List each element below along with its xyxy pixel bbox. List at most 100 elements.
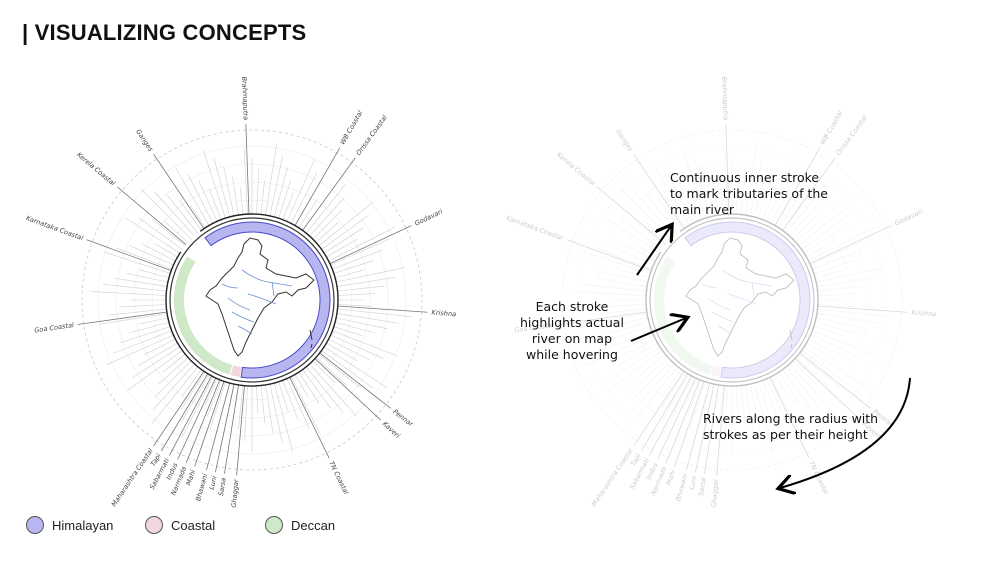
tributary-spoke [102, 284, 167, 292]
river-spoke[interactable] [641, 373, 689, 452]
river-spoke[interactable] [596, 186, 667, 246]
river-spoke[interactable] [817, 305, 908, 313]
river-spoke[interactable] [169, 375, 212, 456]
river-spoke[interactable] [695, 384, 715, 473]
river-spoke[interactable] [674, 381, 705, 467]
basin-arc-deccan[interactable] [173, 256, 233, 375]
river-spoke[interactable] [557, 311, 647, 325]
river-spoke[interactable] [153, 371, 205, 447]
river-label[interactable]: Kerela Coastal [555, 151, 597, 188]
tributary-spoke [698, 384, 715, 455]
river-spoke[interactable] [799, 352, 871, 409]
tributary-spoke [745, 142, 758, 216]
river-label[interactable]: Kaveri [381, 420, 402, 440]
river-spoke[interactable] [566, 239, 652, 271]
river-spoke[interactable] [337, 305, 428, 313]
river-label[interactable]: WB Coastal [339, 109, 365, 146]
river-spoke[interactable] [86, 239, 172, 271]
river-label[interactable]: Ganges [134, 128, 155, 154]
river-label[interactable]: Pennar [391, 408, 415, 429]
river-label[interactable]: Bhawani [194, 473, 209, 502]
river-label[interactable]: WB Coastal [819, 109, 845, 146]
tributary-spoke [256, 169, 260, 215]
tributary-spoke [631, 366, 679, 424]
river-spoke[interactable] [116, 186, 187, 246]
river-spoke[interactable] [774, 147, 821, 226]
river-label[interactable]: Bhawani [674, 473, 689, 502]
basin-arc-himalayan[interactable] [684, 221, 811, 379]
river-label[interactable]: Godavari [893, 208, 924, 228]
river-label[interactable]: Sarsa [217, 477, 228, 496]
river-spoke[interactable] [649, 375, 692, 456]
tributary-spoke [609, 321, 650, 334]
tributary-spoke [318, 202, 373, 247]
basin-arc-coastal[interactable] [710, 365, 722, 378]
river-spoke[interactable] [294, 147, 341, 226]
river-spoke[interactable] [185, 379, 221, 464]
river-spoke[interactable] [206, 382, 231, 471]
river-label[interactable]: Ghaggar [710, 478, 721, 508]
river-spoke[interactable] [657, 377, 697, 460]
inner-base-circle [169, 217, 335, 383]
river-spoke[interactable] [215, 384, 235, 473]
river-spoke[interactable] [809, 225, 892, 265]
river-spoke[interactable] [704, 384, 719, 474]
legend-swatch-himalayan [26, 516, 44, 534]
tributary-spoke [803, 227, 844, 254]
river-spoke[interactable] [194, 381, 225, 467]
river-label[interactable]: Luni [688, 475, 699, 490]
river-label[interactable]: Ganges [614, 128, 635, 154]
river-spoke[interactable] [177, 377, 217, 460]
river-spoke[interactable] [161, 373, 209, 452]
river-spoke[interactable] [236, 385, 245, 476]
tributary-spoke [606, 273, 648, 283]
basin-arc-coastal[interactable] [230, 365, 242, 378]
river-label[interactable]: Maharashtra Coastal [110, 447, 155, 508]
river-label[interactable]: TN Coastal [327, 460, 350, 496]
river-spoke[interactable] [245, 124, 250, 215]
river-label[interactable]: Karnataka Coastal [505, 214, 564, 242]
river-label[interactable]: Maharashtra Coastal [590, 447, 635, 508]
tributary-group-stroke [797, 256, 819, 356]
basin-arc-deccan[interactable] [654, 256, 713, 375]
river-spoke[interactable] [153, 153, 205, 229]
river-spoke[interactable] [633, 153, 685, 229]
river-spoke[interactable] [314, 358, 381, 421]
tributary-spoke [290, 172, 318, 224]
tributary-spoke [638, 357, 669, 385]
river-spoke[interactable] [224, 384, 239, 474]
river-label[interactable]: Krishna [431, 309, 456, 319]
basin-arc-himalayan[interactable] [204, 221, 331, 379]
tributary-spoke [718, 385, 724, 430]
tributary-spoke [305, 184, 347, 234]
river-label[interactable]: Godavari [413, 208, 444, 228]
tributary-spoke [158, 357, 189, 385]
river-label[interactable]: Brahmaputra [720, 76, 730, 120]
river-label[interactable]: Karnataka Coastal [25, 214, 84, 242]
tributary-spoke [126, 273, 168, 283]
tributary-spoke [660, 371, 686, 411]
river-spoke[interactable] [289, 377, 330, 459]
river-spoke[interactable] [686, 382, 711, 471]
river-spoke[interactable] [319, 352, 391, 409]
river-spoke[interactable] [302, 157, 356, 231]
river-spoke[interactable] [782, 157, 836, 231]
river-spoke[interactable] [725, 124, 730, 215]
river-spoke[interactable] [77, 311, 167, 325]
tributary-spoke [782, 170, 827, 231]
river-spoke[interactable] [794, 358, 861, 421]
river-spoke[interactable] [329, 225, 412, 265]
river-label[interactable]: Sarsa [697, 477, 708, 496]
river-label[interactable]: Goa Coastal [34, 321, 75, 334]
river-label[interactable]: Luni [208, 475, 219, 490]
tributary-spoke [290, 376, 321, 435]
river-label[interactable]: Kerela Coastal [75, 151, 117, 188]
river-spoke[interactable] [769, 377, 810, 459]
river-spoke[interactable] [716, 385, 725, 476]
river-spoke[interactable] [665, 379, 701, 464]
river-label[interactable]: Krishna [911, 309, 936, 319]
river-label[interactable]: Ghaggar [230, 478, 241, 508]
river-label[interactable]: Brahmaputra [240, 76, 250, 120]
river-spoke[interactable] [633, 371, 685, 447]
tributary-spoke [116, 247, 172, 270]
